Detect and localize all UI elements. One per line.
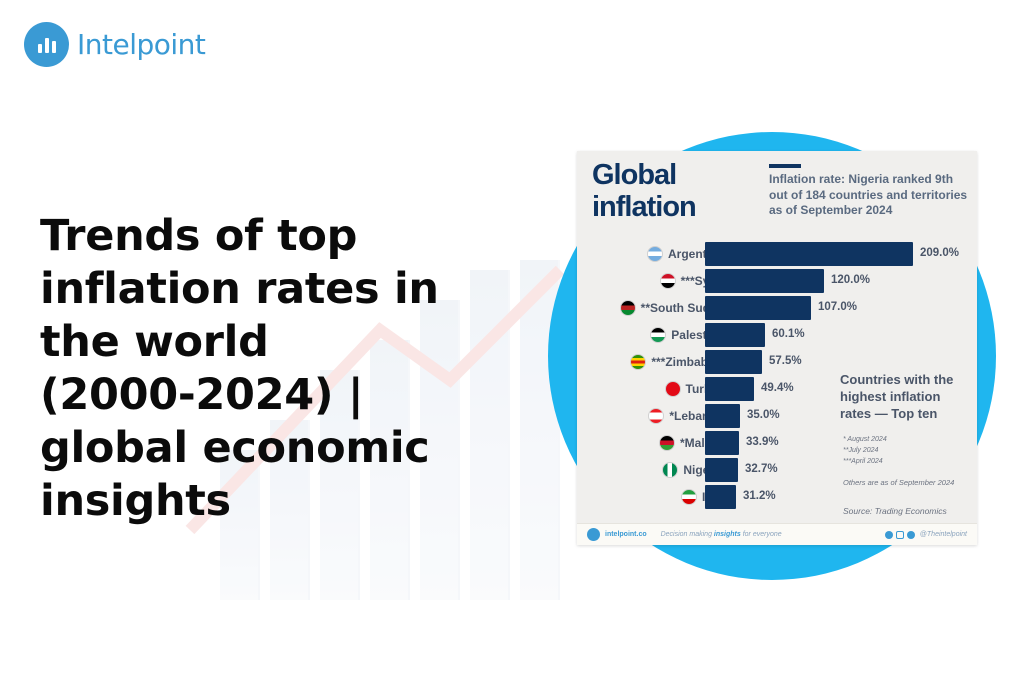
nigeria-flag-icon [662, 462, 679, 478]
syria-flag-icon [659, 273, 676, 289]
brand-logo[interactable]: Intelpoint [24, 22, 206, 67]
chart-row: ***Syria 120.0% [577, 268, 977, 294]
chart-row: Argentina 209.0% [577, 241, 977, 267]
chart-row: **South Sudan 107.0% [577, 295, 977, 321]
infographic-subtitle: Inflation rate: Nigeria ranked 9th out o… [769, 172, 968, 217]
chart-row: Palestine 60.1% [577, 322, 977, 348]
subtitle-accent-bar [769, 164, 801, 168]
palestine-flag-icon [650, 327, 667, 343]
malawi-flag-icon [658, 435, 675, 451]
background-chart-illustration [180, 100, 600, 600]
others-note: Others are as of September 2024 [843, 478, 955, 487]
argentina-flag-icon [646, 246, 663, 262]
social-handle: @Theintelpoint [919, 531, 967, 538]
infographic-footer: intelpoint.co Decision making insights f… [577, 523, 977, 545]
social-links: @Theintelpoint [884, 530, 967, 539]
infographic-title: Global inflation [592, 159, 697, 223]
page-headline: Trends of top inflation rates in the wor… [40, 211, 439, 526]
chart-row: *Lebanon 35.0% [577, 403, 977, 429]
chart-side-title: Countries with the highest inflation rat… [840, 372, 954, 421]
logo-bars-icon [24, 22, 69, 67]
chart-row: ***Zimbabwe 57.5% [577, 349, 977, 375]
footer-logo-icon [587, 528, 600, 541]
infographic-card: Global inflation Inflation rate: Nigeria… [577, 151, 977, 545]
brand-name: Intelpoint [77, 28, 206, 61]
south-sudan-flag-icon [619, 300, 636, 316]
instagram-icon[interactable] [895, 530, 904, 539]
iran-flag-icon [680, 489, 697, 505]
chart-row: Nigeria 32.7% [577, 457, 977, 483]
footer-tagline: Decision making insights for everyone [660, 531, 782, 538]
trend-line-icon [185, 265, 565, 535]
x-icon[interactable] [884, 530, 893, 539]
chart-row: Turkey 49.4% [577, 376, 977, 402]
chart-row: *Malawi 33.9% [577, 430, 977, 456]
turkey-flag-icon [664, 381, 681, 397]
footnotes: * August 2024 **July 2024 ***April 2024 [843, 436, 887, 465]
footer-site-link[interactable]: intelpoint.co [605, 531, 647, 538]
chart-row: Iran 31.2% [577, 484, 977, 510]
source-note: Source: Trading Economics [843, 506, 947, 516]
facebook-icon[interactable] [906, 530, 915, 539]
zimbabwe-flag-icon [630, 354, 647, 370]
lebanon-flag-icon [648, 408, 665, 424]
